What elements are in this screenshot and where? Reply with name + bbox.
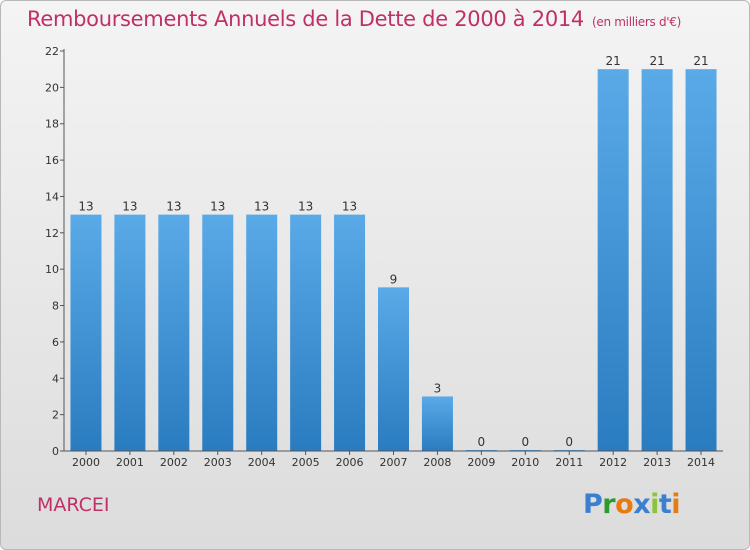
data-label-2001: 13 <box>122 200 137 214</box>
data-label-2010: 0 <box>521 435 529 449</box>
y-tick-label: 12 <box>45 227 59 240</box>
x-tick-label-2007: 2007 <box>380 456 408 469</box>
data-label-2006: 13 <box>342 200 357 214</box>
data-label-2007: 9 <box>390 272 398 286</box>
chart-title-text: Remboursements Annuels de la Dette de 20… <box>27 7 584 31</box>
logo-letter: x <box>633 489 651 520</box>
y-tick-label: 18 <box>45 118 59 131</box>
x-tick-label-2009: 2009 <box>467 456 495 469</box>
data-label-2011: 0 <box>565 435 573 449</box>
bars: 13 13 13 13 13 13 13 9 3 0 0 0 21 21 21 <box>70 54 717 451</box>
x-tick-label-2008: 2008 <box>423 456 451 469</box>
y-axis: 0 2 4 6 8 10 12 14 16 18 20 22 <box>45 45 65 458</box>
x-tick-label-2003: 2003 <box>204 456 232 469</box>
x-tick-label-2002: 2002 <box>160 456 188 469</box>
chart-unit: (en milliers d'€) <box>592 15 682 29</box>
y-tick-label: 22 <box>45 45 59 58</box>
bar-2008 <box>421 396 453 451</box>
commune-name: MARCEI <box>37 494 110 516</box>
bar-2013 <box>641 69 673 451</box>
y-tick-label: 14 <box>45 190 59 203</box>
bar-2006 <box>334 214 366 451</box>
bar-2007 <box>378 287 409 451</box>
x-tick-label-2013: 2013 <box>643 456 671 469</box>
data-label-2013: 21 <box>649 54 664 68</box>
data-label-2005: 13 <box>298 200 313 214</box>
chart-title: Remboursements Annuels de la Dette de 20… <box>27 7 681 31</box>
logo-letter: i <box>650 489 659 520</box>
data-label-2008: 3 <box>434 381 442 395</box>
y-tick-label: 10 <box>45 263 59 276</box>
y-tick-label: 16 <box>45 154 59 167</box>
bar-2001 <box>114 214 146 451</box>
y-tick-label: 2 <box>52 409 59 422</box>
logo-letter: o <box>615 489 634 520</box>
data-label-2002: 13 <box>166 200 181 214</box>
x-tick-label-2012: 2012 <box>599 456 627 469</box>
x-tick-label-2005: 2005 <box>292 456 320 469</box>
data-label-2012: 21 <box>606 54 621 68</box>
data-label-2009: 0 <box>478 435 486 449</box>
bar-2004 <box>246 214 278 451</box>
bar-2002 <box>158 214 190 451</box>
logo-letter: P <box>583 489 603 520</box>
proxiti-logo[interactable]: Proxiti <box>583 489 681 520</box>
x-tick-label-2014: 2014 <box>687 456 715 469</box>
x-tick-label-2011: 2011 <box>555 456 583 469</box>
bar-2005 <box>290 214 322 451</box>
y-tick-label: 4 <box>52 372 59 385</box>
x-tick-label-2006: 2006 <box>336 456 364 469</box>
y-tick-label: 0 <box>52 445 59 458</box>
logo-letter: r <box>602 489 616 520</box>
x-axis: 2000 2001 2002 2003 2004 2005 2006 2007 2008 2009… <box>64 450 723 469</box>
data-label-2003: 13 <box>210 200 225 214</box>
x-tick-label-2010: 2010 <box>511 456 539 469</box>
data-label-2014: 21 <box>693 54 708 68</box>
y-tick-label: 8 <box>52 300 59 313</box>
logo-letter: i <box>671 489 681 520</box>
data-label-2004: 13 <box>254 200 269 214</box>
x-tick-label-2001: 2001 <box>116 456 144 469</box>
y-tick-label: 6 <box>52 336 59 349</box>
bar-2012 <box>597 69 629 451</box>
x-tick-label-2004: 2004 <box>248 456 276 469</box>
bar-2014 <box>685 69 717 451</box>
bar-2000 <box>70 214 102 451</box>
y-tick-label: 20 <box>45 81 59 94</box>
data-label-2000: 13 <box>78 200 93 214</box>
logo-letter: t <box>658 489 672 520</box>
x-tick-label-2000: 2000 <box>72 456 100 469</box>
bar-2003 <box>202 214 234 451</box>
